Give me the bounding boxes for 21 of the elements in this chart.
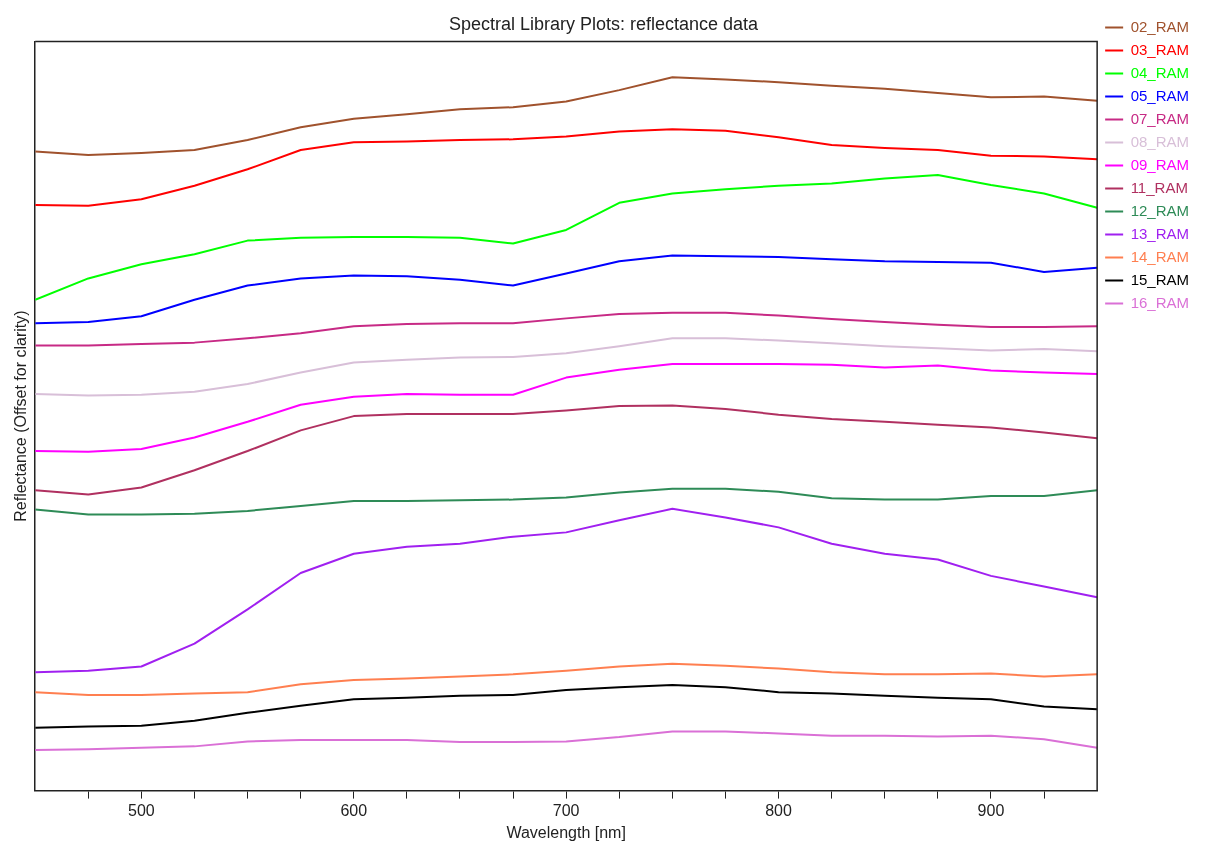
legend-label: 12_RAM [1130,201,1189,219]
legend-label: 04_RAM [1130,63,1189,81]
legend-label: 11_RAM [1130,178,1188,196]
legend-label: 02_RAM [1130,17,1189,35]
legend-label: 07_RAM [1130,109,1189,127]
x-tick-label: 600 [340,801,368,819]
x-tick-label: 700 [552,801,580,819]
chart-title: Spectral Library Plots: reflectance data [448,13,760,34]
legend-label: 15_RAM [1130,270,1189,288]
legend-label: 08_RAM [1130,132,1189,150]
legend-label: 13_RAM [1130,224,1189,242]
x-axis-title: Wavelength [nm] [506,823,626,841]
x-tick-label: 900 [977,801,1005,819]
legend-label: 05_RAM [1130,86,1189,104]
legend-label: 14_RAM [1130,247,1189,265]
legend-label: 09_RAM [1130,155,1189,173]
legend-label: 03_RAM [1130,40,1189,58]
x-tick-label: 800 [765,801,792,819]
x-tick-label: 500 [128,801,155,819]
y-axis-title: Reflectance (Offset for clarity) [12,310,30,522]
legend-label: 16_RAM [1130,293,1189,311]
